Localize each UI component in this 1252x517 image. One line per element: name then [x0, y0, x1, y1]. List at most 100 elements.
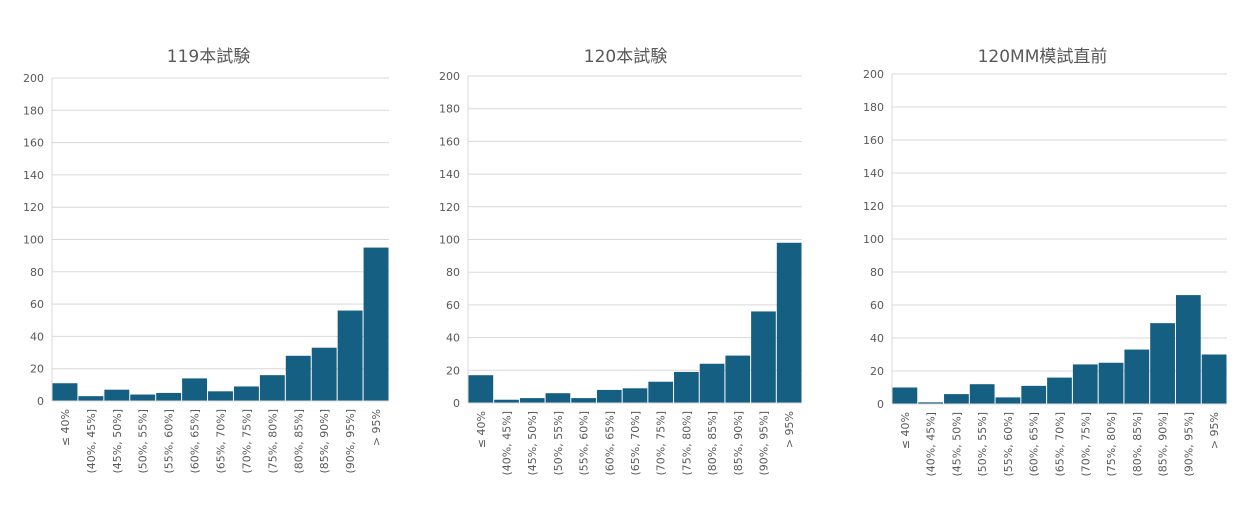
x-tick-label: (85%, 90%] [1157, 412, 1170, 476]
histogram-bar [337, 310, 363, 401]
y-tick-label: 200 [439, 70, 460, 83]
histogram-bar [363, 247, 389, 401]
histogram-bar [285, 355, 311, 401]
y-tick-label: 40 [446, 332, 460, 345]
y-tick-label: 120 [439, 201, 460, 214]
x-tick-label: (75%, 80%] [1105, 412, 1118, 476]
x-tick-label: > 95% [783, 411, 796, 448]
histogram-bar [1150, 323, 1175, 404]
histogram-bar [494, 399, 519, 403]
x-tick-label: (40%, 45%] [85, 409, 98, 473]
x-tick-label: (55%, 60%] [163, 409, 176, 473]
histogram-bar [233, 386, 259, 401]
x-tick-label: (60%, 65%] [603, 411, 616, 475]
histogram-chart-120-exam: 120本試験 0 20 40 60 80 100 120 140 160 180 200 ≤ 40% (… [417, 0, 834, 513]
y-tick-label: 80 [30, 266, 44, 279]
histogram-chart-119-exam: 119本試験 0 20 40 60 80 100 120 140 160 180 200 ≤ 40% (… [0, 0, 417, 513]
histogram-bar [995, 397, 1021, 404]
x-tick-label: (70%, 75%] [1079, 412, 1092, 476]
x-tick-label: (85%, 90%] [732, 411, 745, 475]
y-tick-label: 200 [863, 68, 884, 81]
y-tick-label: 180 [23, 104, 44, 117]
histogram-bar [130, 394, 156, 401]
y-tick-label: 80 [870, 266, 884, 279]
histogram-bar [596, 389, 622, 403]
y-tick-label: 0 [877, 398, 884, 411]
chart-title: 120本試験 [583, 47, 668, 67]
x-tick-label: (50%, 55%] [976, 412, 989, 476]
chart-plot-area: 0 20 40 60 80 100 120 140 160 180 200 ≤ 40% (40%, 45… [23, 72, 389, 473]
histogram-bar [892, 387, 918, 404]
y-tick-label: 160 [23, 137, 44, 150]
x-tick-label: (60%, 65%] [1028, 412, 1041, 476]
x-tick-label: (90%, 95%] [344, 409, 357, 473]
x-tick-label: (75%, 80%] [680, 411, 693, 475]
x-tick-label: ≤ 40% [59, 409, 72, 446]
histogram-bar [259, 375, 285, 401]
x-tick-label: (55%, 60%] [578, 411, 591, 475]
y-tick-label: 100 [23, 234, 44, 247]
y-tick-label: 120 [23, 201, 44, 214]
x-tick-label: (45%, 50%] [950, 412, 963, 476]
histogram-bar [648, 381, 674, 403]
x-tick-label: (70%, 75%] [655, 411, 668, 475]
x-tick-label: (90%, 95%] [757, 411, 770, 475]
histogram-bar [622, 388, 648, 403]
x-tick-label: (60%, 65%] [189, 409, 202, 473]
x-tick-label: (65%, 70%] [215, 409, 228, 473]
histogram-bar [52, 383, 78, 401]
chart-title: 120MM模試直前 [977, 47, 1108, 67]
histogram-bar [519, 398, 545, 403]
x-tick-label: (80%, 85%] [1131, 412, 1144, 476]
histogram-bar [311, 347, 337, 401]
x-tick-label: (65%, 70%] [629, 411, 642, 475]
x-tick-label: (75%, 80%] [266, 409, 279, 473]
x-tick-label: (50%, 55%] [137, 409, 150, 473]
y-tick-label: 60 [870, 299, 884, 312]
y-tick-label: 60 [446, 299, 460, 312]
histogram-chart-120mm-mock: 120MM模試直前 0 20 40 60 80 100 120 140 160 180 200 ≤ 4… [834, 0, 1251, 513]
y-tick-label: 120 [863, 200, 884, 213]
chart-plot-area: 0 20 40 60 80 100 120 140 160 180 200 ≤ 40% (40%, 45… [863, 68, 1227, 476]
y-tick-label: 60 [30, 298, 44, 311]
y-tick-label: 160 [439, 135, 460, 148]
x-tick-label: (70%, 75%] [240, 409, 253, 473]
x-tick-label: (65%, 70%] [1054, 412, 1067, 476]
histogram-bar [1175, 295, 1201, 404]
y-tick-label: 180 [863, 101, 884, 114]
y-tick-label: 140 [439, 168, 460, 181]
histogram-bar [1072, 364, 1098, 404]
y-tick-label: 140 [863, 167, 884, 180]
histogram-bar [156, 392, 182, 401]
histogram-bar [1124, 349, 1150, 404]
histogram-bar [699, 363, 725, 403]
histogram-bar [1098, 362, 1124, 404]
y-tick-label: 20 [870, 365, 884, 378]
x-tick-label: (80%, 85%] [706, 411, 719, 475]
histogram-bar [944, 394, 969, 404]
x-tick-label: (55%, 60%] [1002, 412, 1015, 476]
x-tick-label: > 95% [1208, 412, 1221, 449]
histogram-bar [725, 355, 751, 403]
histogram-bar [208, 391, 233, 401]
y-tick-label: 200 [23, 72, 44, 85]
histogram-bar [1201, 354, 1227, 404]
x-tick-label: ≤ 40% [475, 411, 488, 448]
histogram-bar [182, 378, 208, 401]
histogram-bar [1047, 377, 1072, 404]
histogram-bar [776, 242, 802, 403]
histogram-bar [674, 371, 699, 403]
y-tick-label: 20 [30, 363, 44, 376]
histogram-bar [104, 389, 130, 401]
histogram-bar [571, 398, 596, 403]
x-tick-label: ≤ 40% [899, 412, 912, 449]
y-tick-label: 160 [863, 134, 884, 147]
x-tick-label: (90%, 95%] [1182, 412, 1195, 476]
y-tick-label: 0 [453, 397, 460, 410]
y-tick-label: 40 [30, 330, 44, 343]
y-tick-label: 100 [439, 234, 460, 247]
histogram-bar [751, 311, 776, 403]
histogram-bar [468, 375, 494, 403]
x-tick-label: (85%, 90%] [318, 409, 331, 473]
chart-plot-area: 0 20 40 60 80 100 120 140 160 180 200 ≤ 40% (40%, 45… [439, 70, 802, 475]
